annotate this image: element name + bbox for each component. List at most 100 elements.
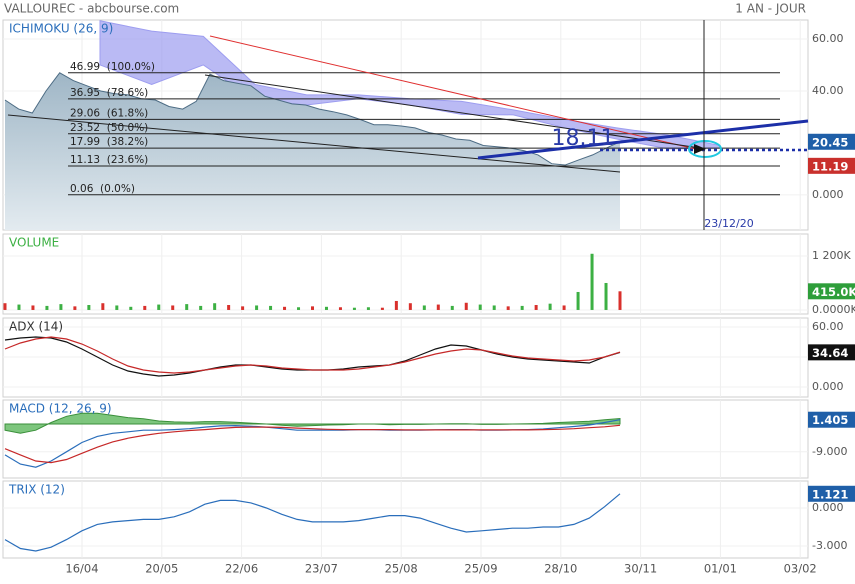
volume-bar xyxy=(297,307,301,310)
fib-label: 46.99 (100.0%) xyxy=(70,61,155,73)
annotation-price: 18.11 xyxy=(552,126,615,151)
volume-bar xyxy=(366,307,370,310)
fib-label: 36.95 (78.6%) xyxy=(70,87,148,99)
panel-title: ADX (14) xyxy=(9,320,63,334)
volume-bar xyxy=(171,305,175,310)
trend-line xyxy=(209,35,701,151)
volume-bar xyxy=(422,305,426,310)
highlight xyxy=(688,140,722,158)
panel-frame xyxy=(2,233,809,315)
volume-bar xyxy=(436,304,440,310)
x-tick-label: 23/07 xyxy=(305,562,338,576)
trend-line xyxy=(7,114,621,173)
fib-label: 0.06 (0.0%) xyxy=(70,183,135,195)
fib-label: 29.06 (61.8%) xyxy=(70,107,148,119)
last-value-label: 415.0K xyxy=(812,285,855,299)
price-line xyxy=(4,72,621,166)
x-tick-label: 03/02 xyxy=(784,562,817,576)
panel-title: ICHIMOKU (26, 9) xyxy=(9,22,113,36)
panel-frame xyxy=(2,399,809,479)
volume-bar xyxy=(352,307,356,310)
volume-bar xyxy=(283,306,287,310)
volume-bar xyxy=(101,303,105,310)
last-value-badge xyxy=(808,283,855,300)
volume-bar xyxy=(324,306,328,310)
panel-title: MACD (12, 26, 9) xyxy=(9,402,112,416)
y-tick-label: 1 200K xyxy=(812,249,851,262)
fib-label: 17.99 (38.2%) xyxy=(70,136,148,148)
header-period: 1 AN - JOUR xyxy=(735,2,806,16)
volume-bar xyxy=(115,305,119,310)
indicator-line xyxy=(4,493,621,552)
volume-bar xyxy=(3,303,7,310)
volume-bar xyxy=(269,305,273,310)
volume-bar xyxy=(73,306,77,310)
volume-bar xyxy=(534,305,538,310)
volume-bar xyxy=(255,305,259,310)
indicator-line xyxy=(4,336,621,374)
volume-bar xyxy=(520,305,524,310)
histogram-area xyxy=(4,412,621,434)
indicator-line xyxy=(4,424,621,464)
volume-bar xyxy=(31,305,35,310)
volume-bar xyxy=(87,305,91,310)
trend-lines xyxy=(7,20,809,230)
last-value-label: 1.121 xyxy=(812,487,848,501)
x-tick-label: 25/08 xyxy=(385,562,418,576)
price-area xyxy=(5,72,620,230)
volume-bar xyxy=(576,291,580,310)
x-tick-label: 30/11 xyxy=(624,562,657,576)
y-tick-label: 0.000 xyxy=(812,380,844,393)
x-tick-label: 25/09 xyxy=(464,562,497,576)
volume-bar xyxy=(185,304,189,310)
volume-bar xyxy=(478,304,482,310)
volume-bar xyxy=(506,306,510,310)
volume-bar xyxy=(241,306,245,310)
y-tick-label: -9.000 xyxy=(812,445,847,458)
volume-bar xyxy=(213,303,217,310)
volume-bar xyxy=(338,307,342,310)
last-value-badge xyxy=(808,485,855,502)
last-value-badge xyxy=(808,344,855,361)
fib-label: 23.52 (50.0%) xyxy=(70,122,148,134)
annotation-date: 23/12/20 xyxy=(704,217,753,230)
volume-bar xyxy=(590,253,594,310)
y-tick-label: 0.000 xyxy=(812,501,844,514)
y-tick-label: 60.00 xyxy=(812,32,844,45)
trend-line xyxy=(204,74,701,149)
volume-bar xyxy=(492,305,496,310)
header-title: VALLOUREC - abcbourse.com xyxy=(4,2,179,16)
volume-bar xyxy=(157,304,161,310)
x-tick-label: 01/01 xyxy=(704,562,737,576)
volume-bar xyxy=(143,305,147,310)
volume-bar xyxy=(45,305,49,310)
last-value-label: 20.45 xyxy=(812,135,848,149)
last-value-label: 34.64 xyxy=(812,346,848,360)
arrow xyxy=(694,144,706,154)
volume-bar xyxy=(408,303,412,310)
y-tick-label: 40.00 xyxy=(812,84,844,97)
volume-bar xyxy=(604,282,608,310)
volume-bar xyxy=(464,302,468,310)
y-tick-label: -3.000 xyxy=(812,539,847,552)
last-value-badge xyxy=(808,133,855,150)
trend-line xyxy=(477,119,809,160)
volume-bar xyxy=(227,305,231,310)
volume-bar xyxy=(59,304,63,310)
volume-bar xyxy=(394,300,398,310)
volume-bar xyxy=(17,304,21,310)
last-value-badge xyxy=(808,411,855,428)
panel-frame xyxy=(2,480,809,559)
volume-bar xyxy=(311,306,314,310)
last-value-badge xyxy=(808,157,855,174)
volume-bar xyxy=(129,306,133,310)
panel-title: TRIX (12) xyxy=(8,483,65,497)
x-tick-label: 22/06 xyxy=(225,562,258,576)
y-tick-label: 60.00 xyxy=(812,320,844,333)
layers: 60.00 40.00 0.000 46.99 (100.0%) 36.95 (78.6… xyxy=(2,19,855,576)
last-value-label: 1.405 xyxy=(812,413,848,427)
volume-bar xyxy=(199,305,203,310)
volume-bar xyxy=(380,307,384,310)
